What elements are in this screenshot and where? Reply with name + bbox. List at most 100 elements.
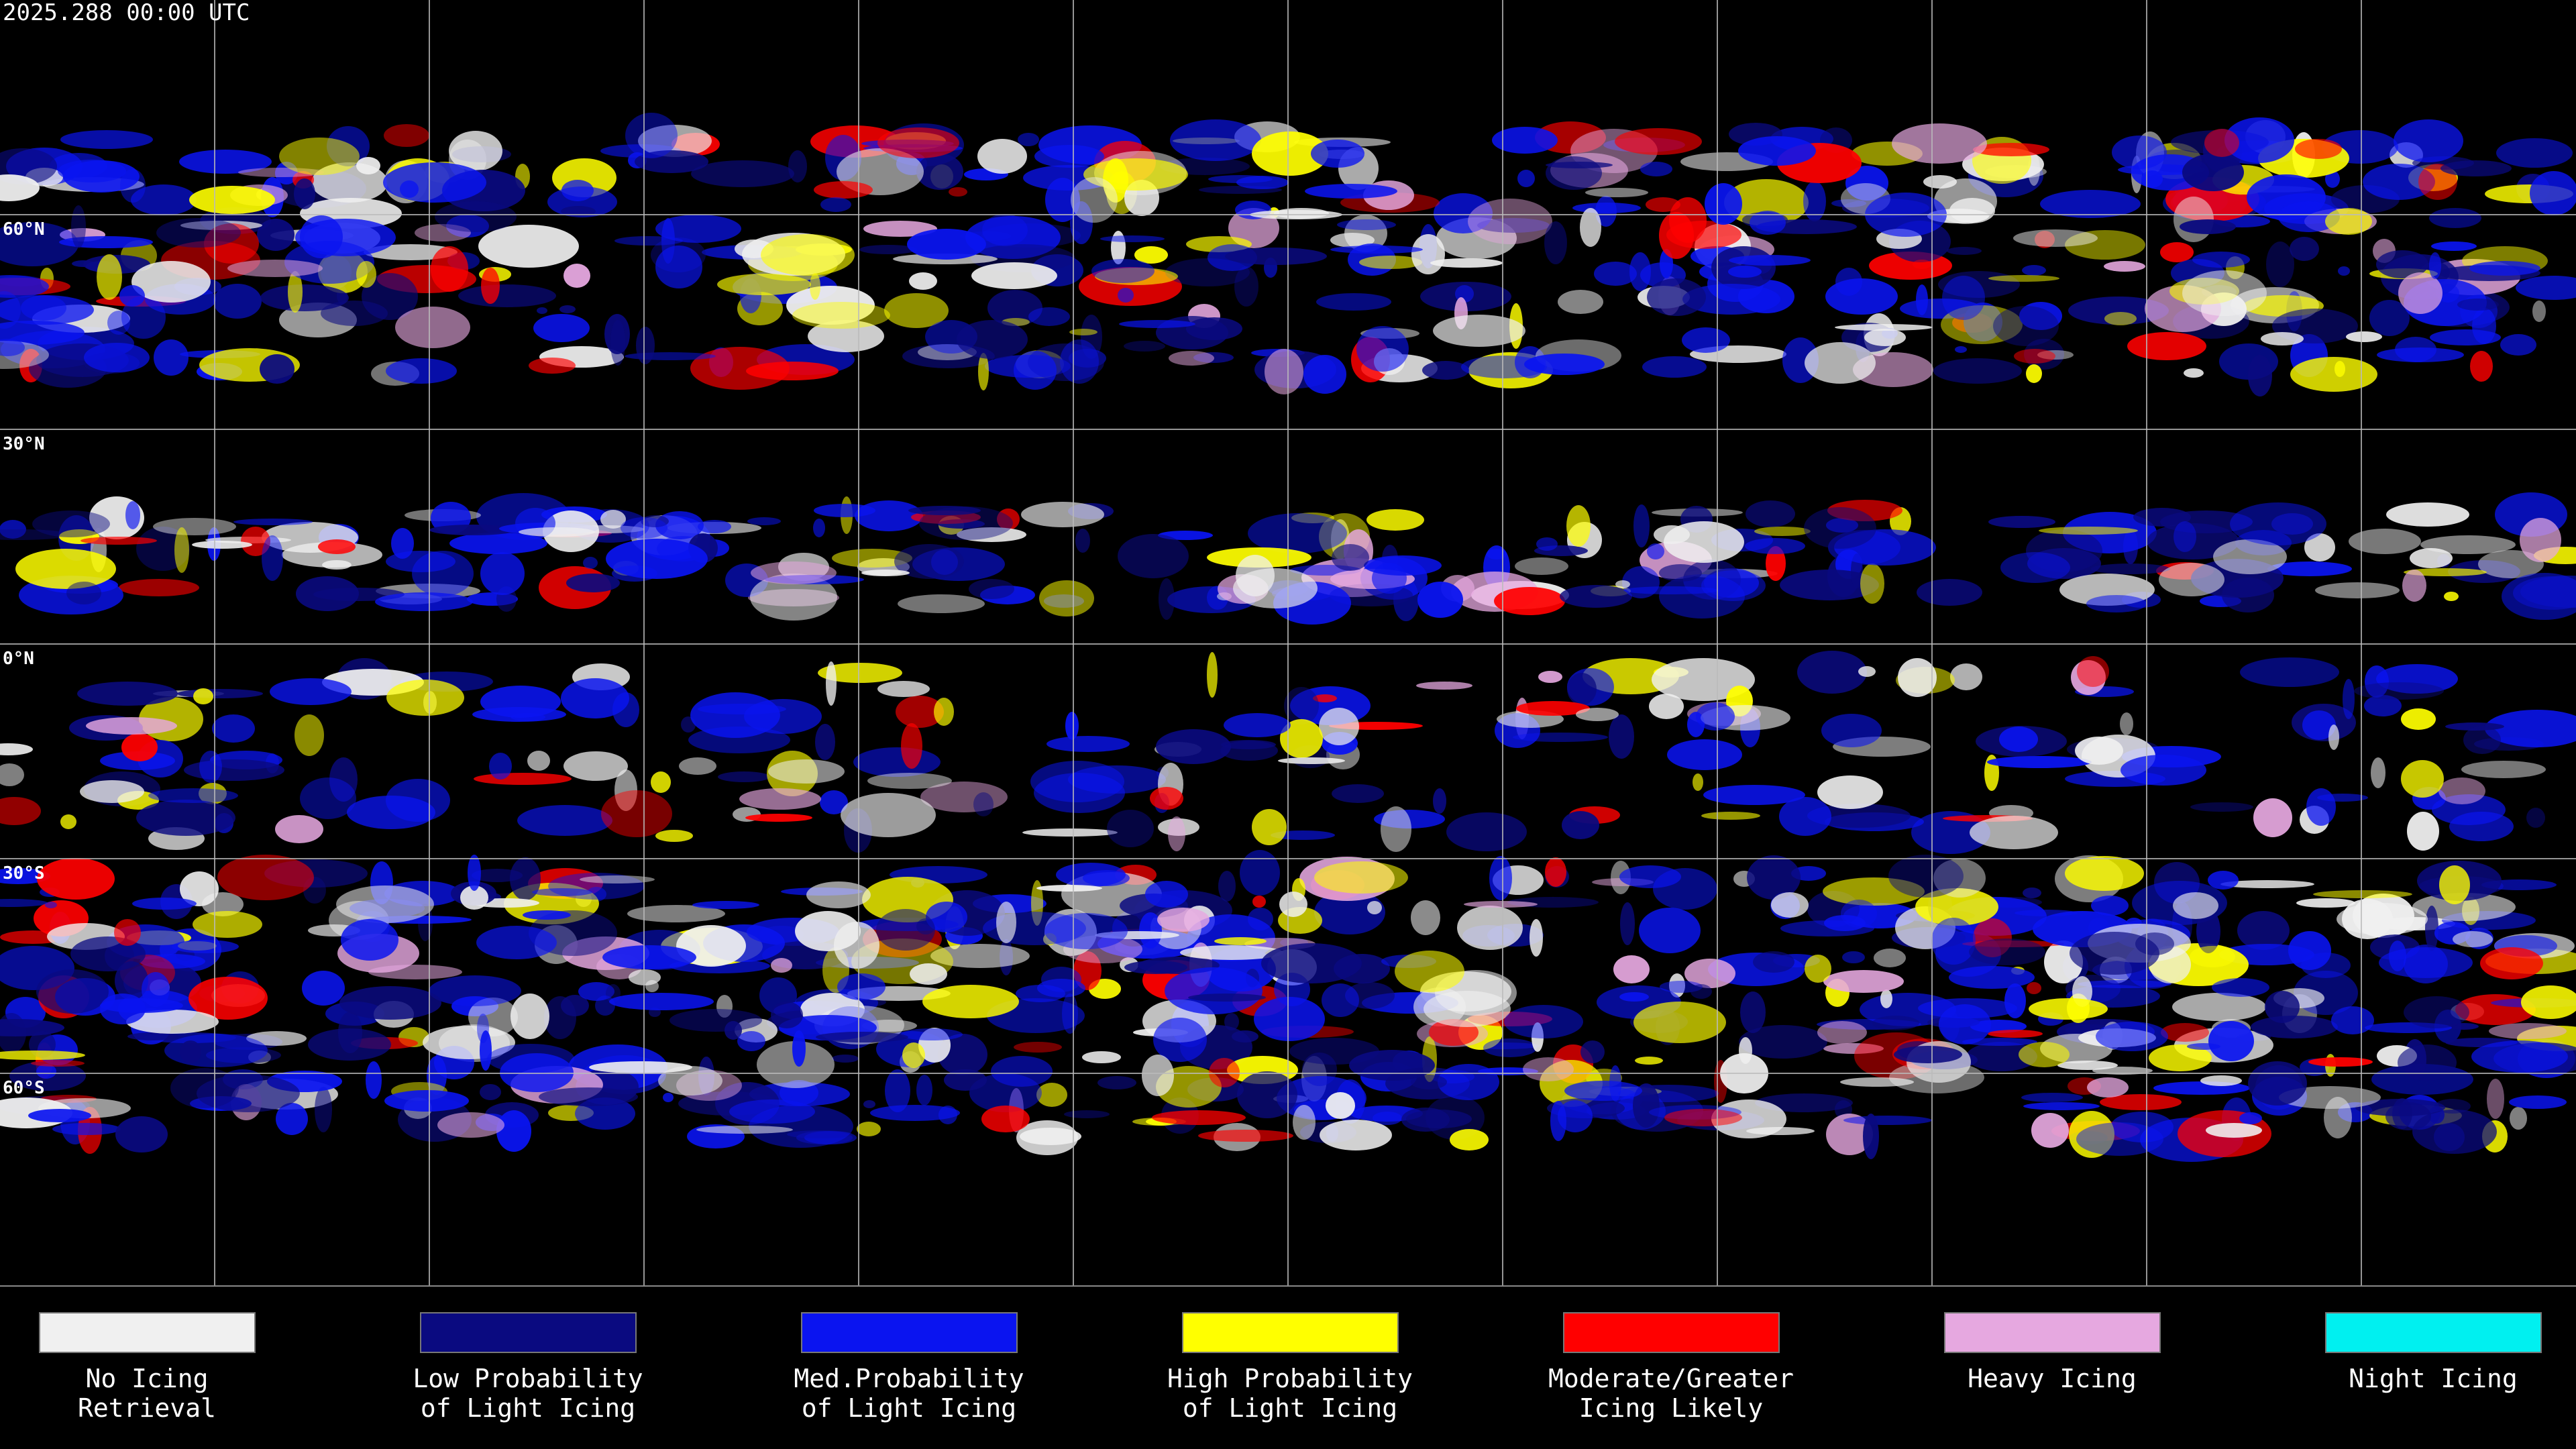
cloud-patch (610, 320, 625, 366)
cloud-patch (2386, 502, 2469, 527)
cloud-patch (246, 1031, 307, 1046)
cloud-patch (1417, 582, 1463, 618)
cloud-patch (1014, 351, 1057, 390)
cloud-patch (1411, 900, 1440, 935)
cloud-patch (2023, 888, 2041, 898)
cloud-patch (1014, 1042, 1062, 1053)
cloud-patch (1750, 211, 1786, 235)
cloud-patch (257, 219, 294, 251)
cloud-patch (148, 788, 238, 803)
cloud-patch (2220, 880, 2314, 888)
cloud-patch (1933, 859, 1986, 898)
cloud-patch (1020, 1128, 1081, 1145)
latitude-label: 0°N (3, 649, 34, 669)
cloud-patch (2127, 332, 2206, 360)
cloud-patch (189, 186, 275, 214)
cloud-patch (2407, 812, 2439, 851)
cloud-patch (2206, 1123, 2262, 1138)
cloud-patch (1411, 1075, 1447, 1089)
cloud-patch (920, 782, 1008, 812)
cloud-patch (1494, 587, 1565, 615)
cloud-patch (771, 1002, 803, 1028)
cloud-patch (877, 681, 930, 697)
cloud-patch (1609, 714, 1634, 759)
cloud-patch (1682, 327, 1730, 353)
latitude-label: 30°N (3, 434, 45, 454)
cloud-patch (1036, 1083, 1067, 1107)
cloud-patch (1860, 564, 1884, 604)
cloud-patch (2429, 252, 2441, 279)
cloud-patch (0, 321, 85, 345)
cloud-patch (1858, 666, 1876, 677)
cloud-patch (698, 520, 731, 533)
cloud-patch (276, 1103, 308, 1135)
cloud-patch (121, 296, 166, 339)
cloud-patch (907, 229, 986, 260)
cloud-patch (2485, 710, 2576, 747)
cloud-patch (193, 911, 262, 938)
cloud-patch (2091, 896, 2129, 916)
cloud-patch (131, 261, 211, 303)
cloud-patch (692, 901, 759, 909)
cloud-patch (519, 527, 595, 537)
cloud-patch (1233, 568, 1318, 608)
cloud-patch (1422, 361, 1469, 380)
cloud-patch (561, 678, 629, 718)
cloud-patch (1620, 902, 1635, 945)
cloud-patch (2364, 695, 2402, 716)
cloud-patch (749, 1105, 853, 1148)
cloud-patch (1489, 856, 1512, 900)
cloud-patch (1492, 127, 1558, 154)
cloud-patch (2469, 261, 2540, 276)
cloud-patch (481, 268, 500, 304)
cloud-patch (1124, 341, 1165, 352)
cloud-patch (1835, 324, 1933, 331)
latitude-labels: 60°N 30°N 0°N 30°S 60°S (3, 219, 45, 1098)
cloud-patch (1248, 513, 1347, 553)
cloud-patch (1898, 658, 1937, 697)
cloud-patch (806, 881, 871, 908)
cloud-patch (580, 875, 655, 883)
cloud-patch (2376, 664, 2458, 694)
cloud-patch (2420, 535, 2516, 554)
cloud-patch (1252, 131, 1328, 176)
cloud-patch (449, 131, 502, 171)
cloud-patch (179, 150, 272, 174)
cloud-patch (2509, 1095, 2567, 1109)
cloud-patch (1647, 278, 1706, 316)
cloud-patch (1041, 967, 1081, 992)
cloud-patch (383, 162, 486, 203)
cloud-patch (1558, 290, 1603, 314)
cloud-patch (832, 549, 912, 568)
cloud-patch (916, 154, 963, 190)
cloud-patch (2266, 241, 2294, 287)
cloud-patch (2182, 154, 2244, 191)
cloud-patch (1118, 534, 1189, 578)
cloud-patch (1118, 288, 1134, 303)
cloud-patch (894, 544, 964, 579)
cloud-patch (1640, 162, 1672, 176)
cloud-patch (322, 560, 352, 570)
cloud-patch (0, 743, 33, 755)
cloud-patch (1950, 663, 1982, 690)
cloud-patch (2325, 208, 2372, 235)
cloud-patch (916, 1075, 932, 1106)
cloud-patch (2404, 996, 2469, 1028)
cloud-patch (474, 773, 572, 785)
cloud-patch (2239, 1112, 2262, 1124)
cloud-patch (2029, 998, 2108, 1020)
cloud-patch (318, 539, 356, 554)
cloud-patch (792, 1030, 806, 1067)
cloud-patch (1305, 184, 1397, 199)
cloud-patch (1366, 509, 1424, 531)
cloud-patch (511, 994, 549, 1039)
cloud-patch (1039, 580, 1094, 616)
cloud-patch (2040, 190, 2141, 218)
cloud-patch (627, 905, 725, 922)
cloud-patch (2510, 1107, 2527, 1130)
cloud-patch (1536, 537, 1558, 551)
cloud-patch (0, 763, 24, 786)
cloud-patch (997, 508, 1020, 530)
cloud-patch (2026, 364, 2042, 383)
cloud-patch (1214, 937, 1267, 945)
